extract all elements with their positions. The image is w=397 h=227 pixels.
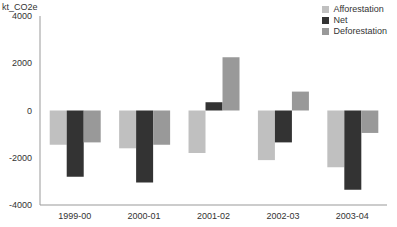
svg-text:1999-00: 1999-00 xyxy=(58,211,91,221)
svg-text:2000-01: 2000-01 xyxy=(128,211,161,221)
svg-text:0: 0 xyxy=(27,106,32,116)
svg-text:4000: 4000 xyxy=(12,11,32,21)
html-text:Afforestation: Afforestation xyxy=(333,4,384,14)
svg-text:2000: 2000 xyxy=(12,58,32,68)
html-text:Deforestation: Deforestation xyxy=(333,26,387,36)
svg-text:-4000: -4000 xyxy=(9,200,32,210)
svg-text:-2000: -2000 xyxy=(9,153,32,163)
html-text:Net: Net xyxy=(333,15,348,25)
svg-text:2001-02: 2001-02 xyxy=(197,211,230,221)
html-text:kt_CO2e: kt_CO2e xyxy=(2,2,38,12)
svg-text:2003-04: 2003-04 xyxy=(336,211,369,221)
svg-text:2002-03: 2002-03 xyxy=(266,211,299,221)
